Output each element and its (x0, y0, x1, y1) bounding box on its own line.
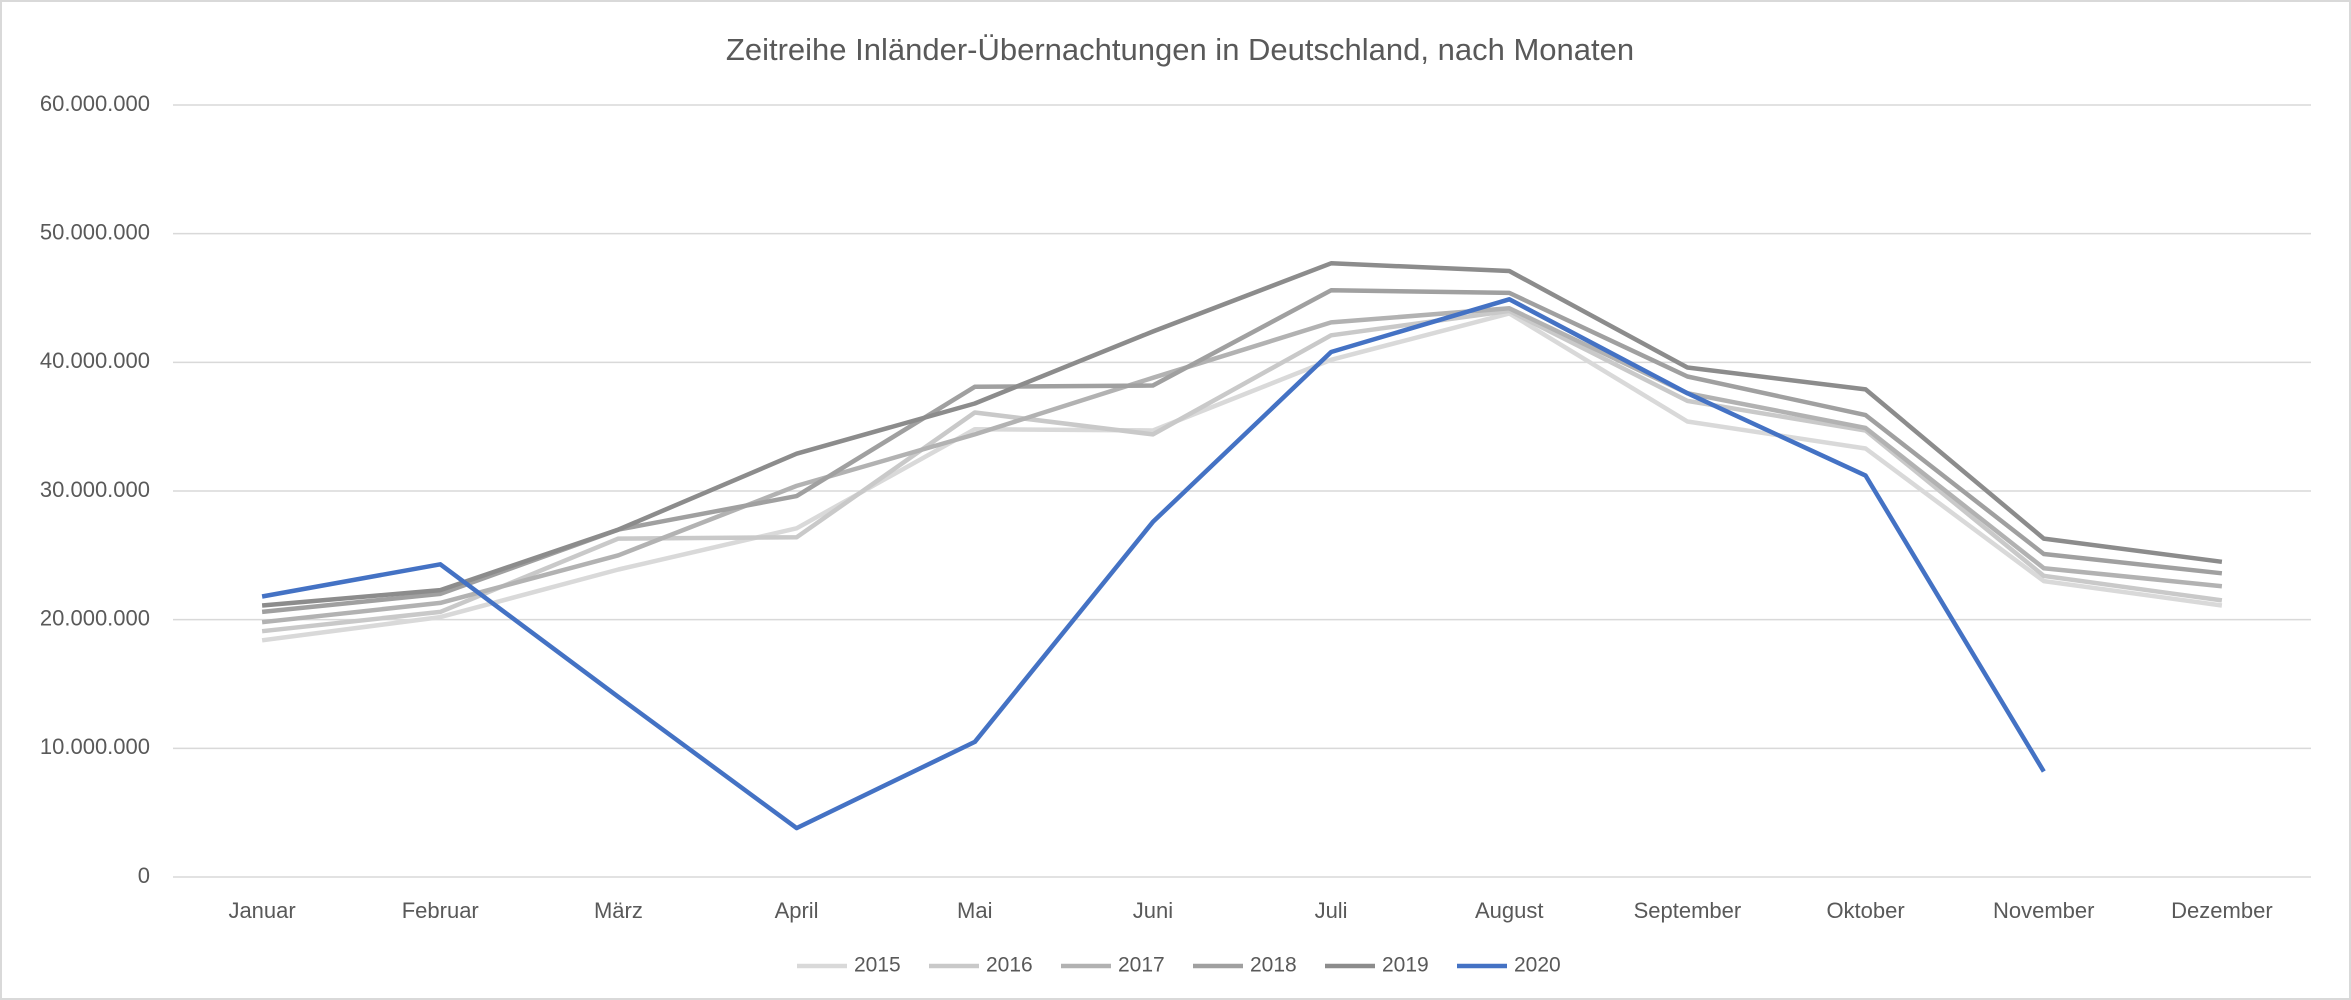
x-tick-label: November (1993, 898, 2094, 923)
y-tick-label: 20.000.000 (40, 605, 150, 630)
x-tick-label: September (1634, 898, 1742, 923)
series-line (261, 261, 2223, 608)
legend-label: 2018 (1250, 954, 1297, 977)
series-line (261, 306, 2223, 625)
x-tick-label: August (1475, 898, 1544, 923)
y-tick-label: 0 (138, 863, 150, 888)
x-tick-label: Januar (228, 898, 295, 923)
x-tick-label: Juli (1315, 898, 1348, 923)
legend-label: 2019 (1382, 954, 1429, 977)
series-line (261, 297, 2046, 831)
legend-label: 2020 (1514, 954, 1561, 977)
x-tick-label: März (594, 898, 643, 923)
legend-label: 2016 (986, 954, 1033, 977)
series-line (261, 308, 2223, 634)
x-tick-label: Oktober (1826, 898, 1904, 923)
series-line (261, 311, 2223, 643)
x-tick-label: Juni (1133, 898, 1173, 923)
y-tick-label: 10.000.000 (40, 734, 150, 759)
y-tick-label: 50.000.000 (40, 219, 150, 244)
y-tick-label: 40.000.000 (40, 348, 150, 373)
x-tick-label: Februar (402, 898, 479, 923)
x-tick-label: Dezember (2171, 898, 2272, 923)
y-tick-label: 30.000.000 (40, 477, 150, 502)
legend-label: 2015 (854, 954, 901, 977)
chart-title: Zeitreihe Inländer-Übernachtungen in Deu… (726, 32, 1634, 67)
x-tick-label: Mai (957, 898, 992, 923)
legend-label: 2017 (1118, 954, 1165, 977)
x-tick-label: April (775, 898, 819, 923)
y-tick-label: 60.000.000 (40, 91, 150, 116)
